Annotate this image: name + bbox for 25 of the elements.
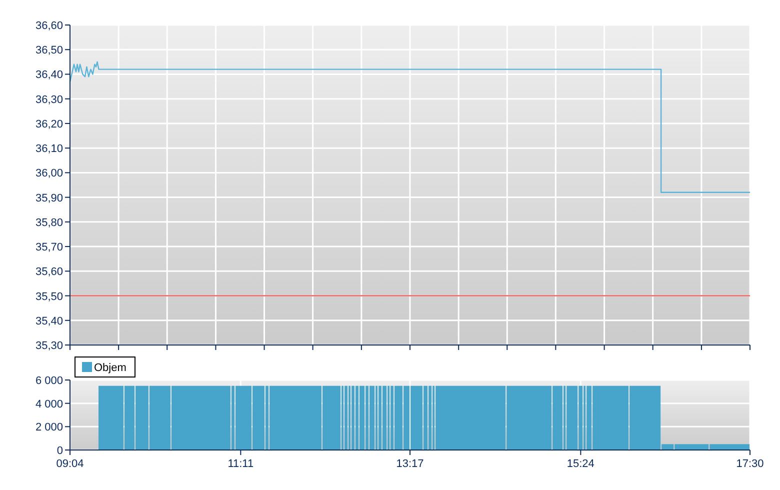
y-tick-label: 35,60: [35, 266, 63, 278]
y-tick-label: 36,40: [35, 69, 63, 82]
y-tick-label: 2 000: [35, 422, 63, 434]
y-tick-label: 35,30: [35, 340, 63, 352]
y-tick-label: 35,80: [35, 216, 63, 229]
y-tick-label: 35,40: [35, 315, 63, 328]
y-tick-label: 6 000: [35, 375, 63, 387]
y-tick-label: 35,50: [35, 290, 63, 303]
y-tick-label: 4 000: [35, 398, 63, 410]
x-tick-label: 13:17: [396, 458, 424, 470]
x-tick-label: 17:30: [736, 458, 764, 470]
y-tick-label: 36,10: [35, 143, 63, 156]
y-tick-label: 36,00: [35, 168, 63, 180]
x-tick-label: 15:24: [566, 458, 594, 470]
y-tick-label: 0: [56, 445, 63, 457]
line-series: [69, 61, 751, 193]
y-tick-label: 36,20: [35, 118, 63, 130]
y-tick-label: 35,90: [35, 192, 63, 204]
x-tick-label: 09:04: [56, 458, 84, 470]
y-tick-label: 36,30: [35, 94, 63, 106]
y-tick-label: 36,50: [35, 44, 63, 57]
legend-label: Objem: [94, 362, 126, 374]
y-tick-label: 36,60: [35, 20, 63, 32]
x-tick-label: 11:11: [228, 458, 254, 470]
y-tick-label: 35,70: [35, 242, 63, 254]
